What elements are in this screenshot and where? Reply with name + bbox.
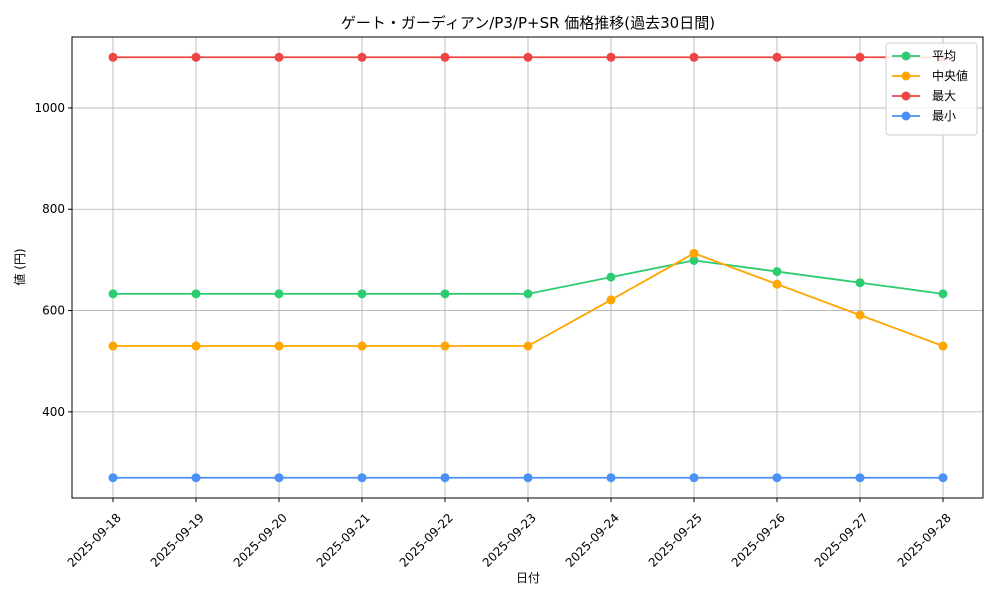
series-最小: [108, 473, 948, 483]
legend-item: 最小: [892, 109, 956, 123]
x-tick-label: 2025-09-19: [148, 511, 207, 570]
data-point: [772, 473, 782, 483]
x-tick-label: 2025-09-23: [480, 511, 539, 570]
legend-label: 最大: [932, 89, 956, 103]
chart-title: ゲート・ガーディアン/P3/P+SR 価格推移(過去30日間): [341, 14, 715, 32]
x-tick-label: 2025-09-22: [397, 511, 456, 570]
y-tick-label: 800: [42, 202, 65, 216]
data-point: [108, 473, 118, 483]
data-point: [108, 289, 118, 299]
data-point: [855, 310, 865, 320]
data-point: [523, 473, 533, 483]
series-平均: [108, 255, 948, 299]
data-point: [606, 295, 616, 305]
x-axis: 2025-09-18 2025-09-19 2025-09-20 2025-09-21…: [65, 498, 954, 570]
data-point: [357, 289, 367, 299]
legend-marker: [901, 91, 911, 101]
data-point: [689, 255, 699, 265]
data-point: [938, 289, 948, 299]
data-point: [357, 473, 367, 483]
y-tick-label: 400: [42, 405, 65, 419]
legend-label: 最小: [932, 109, 956, 123]
data-point: [689, 52, 699, 62]
legend-item: 平均: [892, 49, 956, 63]
data-point: [772, 52, 782, 62]
x-tick-label: 2025-09-20: [231, 511, 290, 570]
data-point: [274, 473, 284, 483]
x-tick-label: 2025-09-24: [563, 511, 622, 570]
legend-marker: [901, 71, 911, 81]
series-中央値: [108, 248, 948, 351]
x-tick-label: 2025-09-28: [895, 511, 954, 570]
data-point: [606, 52, 616, 62]
legend-label: 中央値: [932, 68, 968, 83]
data-point: [855, 52, 865, 62]
plot-frame: [71, 36, 984, 499]
x-tick-label: 2025-09-26: [729, 511, 788, 570]
data-point: [523, 289, 533, 299]
data-point: [191, 473, 201, 483]
x-tick-label: 2025-09-27: [812, 511, 871, 570]
x-tick-label: 2025-09-25: [646, 511, 705, 570]
data-point: [523, 341, 533, 351]
data-point: [855, 473, 865, 483]
data-point: [606, 473, 616, 483]
data-point: [274, 341, 284, 351]
data-point: [274, 52, 284, 62]
data-point: [440, 289, 450, 299]
x-axis-label: 日付: [516, 571, 540, 585]
data-point: [357, 52, 367, 62]
legend-item: 最大: [892, 89, 956, 103]
y-tick-label: 600: [42, 304, 65, 318]
x-tick-label: 2025-09-18: [65, 511, 124, 570]
data-point: [108, 341, 118, 351]
data-point: [689, 248, 699, 258]
data-point: [772, 267, 782, 277]
data-point: [357, 341, 367, 351]
legend-label: 平均: [932, 49, 956, 63]
data-point: [440, 52, 450, 62]
series-最大: [108, 52, 948, 62]
legend-marker: [901, 111, 911, 121]
y-axis-label: 値 (円): [12, 248, 27, 285]
series-group: [108, 52, 948, 483]
x-tick-label: 2025-09-21: [314, 511, 373, 570]
data-point: [523, 52, 533, 62]
legend-marker: [901, 51, 911, 61]
data-point: [772, 279, 782, 289]
data-point: [191, 341, 201, 351]
data-point: [274, 289, 284, 299]
data-point: [191, 289, 201, 299]
data-point: [938, 473, 948, 483]
data-point: [440, 473, 450, 483]
data-point: [855, 278, 865, 288]
data-point: [108, 52, 118, 62]
grid: [72, 37, 983, 498]
legend-box: [885, 42, 978, 136]
y-axis: 400 600 800 1000: [34, 101, 72, 419]
data-point: [938, 341, 948, 351]
data-point: [440, 341, 450, 351]
legend-item: 中央値: [892, 68, 968, 83]
data-point: [191, 52, 201, 62]
data-point: [606, 272, 616, 282]
data-point: [689, 473, 699, 483]
y-tick-label: 1000: [34, 101, 65, 115]
